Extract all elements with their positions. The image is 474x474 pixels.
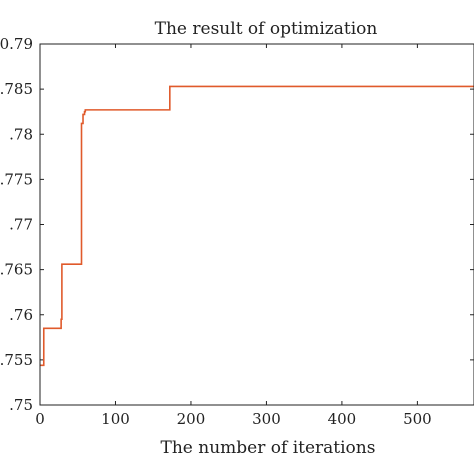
x-axis-ticks: 0 100 200 300 400 500 bbox=[35, 44, 432, 428]
series-layer bbox=[40, 85, 474, 367]
y-tick-label: 0.79 bbox=[0, 35, 33, 53]
chart-title: The result of optimization bbox=[155, 19, 378, 39]
y-axis-ticks: .75 .755 .76 .765 .77 .775 .78 .785 0.79 bbox=[0, 35, 474, 414]
x-tick-label: 400 bbox=[328, 410, 357, 428]
x-tick-label: 200 bbox=[177, 410, 206, 428]
plot-area-frame bbox=[39, 43, 474, 406]
y-tick-label: .78 bbox=[9, 125, 33, 143]
y-tick-label: .76 bbox=[9, 306, 33, 324]
x-tick-label: 300 bbox=[252, 410, 281, 428]
y-tick-label: .785 bbox=[0, 80, 33, 98]
series-line bbox=[40, 85, 474, 367]
y-tick-label: .765 bbox=[0, 261, 33, 279]
x-tick-label: 100 bbox=[101, 410, 130, 428]
x-axis-label: The number of iterations bbox=[161, 438, 376, 458]
x-tick-label: 0 bbox=[35, 410, 45, 428]
y-tick-label: .755 bbox=[0, 351, 33, 369]
y-tick-label: .77 bbox=[9, 216, 33, 234]
y-tick-label: .775 bbox=[0, 170, 33, 188]
y-tick-label: .75 bbox=[9, 396, 33, 414]
x-tick-label: 500 bbox=[403, 410, 432, 428]
